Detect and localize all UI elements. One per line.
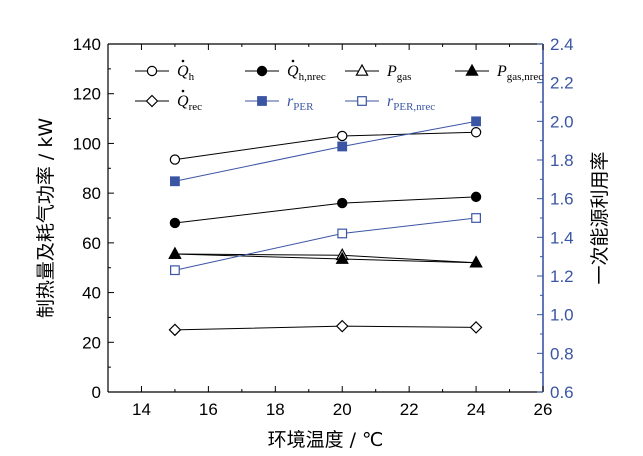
series-2 [168, 246, 483, 268]
data-point [335, 251, 349, 264]
y-axis-right-title: 一次能源利用率 [589, 151, 611, 284]
data-point [169, 217, 181, 229]
data-point [337, 130, 348, 142]
legend-marker [465, 63, 479, 76]
legend-label: Qh [177, 63, 195, 83]
data-point [170, 176, 180, 187]
y-right-tick-label: 2.4 [550, 35, 574, 54]
y-right-tick-label: 1.6 [550, 190, 574, 209]
legend-marker [256, 65, 268, 77]
y-axis-left-title: 制热量及耗气功率 / kW [35, 118, 57, 318]
x-tick-label: 14 [132, 400, 151, 419]
y-left-tick-label: 80 [82, 184, 101, 203]
y-right-tick-label: 1.8 [550, 151, 574, 170]
y-left-tick-label: 100 [73, 134, 101, 153]
y-left-tick-label: 120 [73, 85, 101, 104]
y-left-tick-label: 40 [82, 284, 101, 303]
y-right-tick-label: 1.0 [550, 306, 574, 325]
legend-marker [357, 96, 367, 106]
legend-label: Pgas [386, 63, 411, 83]
legend-entry-1: Qh,nrec [245, 59, 326, 83]
data-point [337, 141, 348, 152]
legend-marker [355, 63, 369, 76]
legend-marker [146, 65, 158, 77]
y-right-tick-label: 1.2 [550, 267, 574, 286]
series-layer [168, 116, 483, 337]
data-point [469, 321, 483, 334]
data-point [335, 319, 349, 333]
series-4 [168, 319, 483, 337]
series-line [174, 196, 477, 224]
data-point [169, 154, 181, 165]
data-point [470, 127, 482, 138]
legend-label: Pgas,nrec [496, 63, 543, 83]
legend-entry-4: Qrec [135, 89, 202, 113]
y-right-tick-label: 0.6 [550, 383, 574, 402]
legend-marker [257, 96, 267, 106]
data-point [471, 213, 481, 223]
legend: Qh Qh,nrec Pgas Pgas,nrec Qrec rPER rPER,nrec [135, 59, 543, 113]
data-point [471, 116, 481, 127]
y-left-tick-label: 140 [73, 35, 101, 54]
legend-entry-3: Pgas,nrec [455, 63, 543, 83]
legend-entry-6: rPER,nrec [345, 93, 435, 113]
x-tick-label: 18 [266, 400, 285, 419]
data-point [168, 246, 182, 259]
legend-label: Qh,nrec [287, 63, 326, 83]
series-line [174, 120, 477, 182]
data-point [470, 191, 482, 203]
y-left-tick-label: 0 [92, 383, 101, 402]
y-left-tick-label: 60 [82, 234, 101, 253]
y-right-tick-label: 2.0 [550, 112, 574, 131]
x-tick-label: 26 [534, 400, 553, 419]
series-line [174, 131, 477, 161]
data-point [337, 197, 348, 209]
axes-layer: 14 16 18 20 22 24 26 0 20 40 60 80 100 120 140 0.6 0.8 1.… [73, 35, 574, 419]
y-right-tick-label: 1.4 [550, 228, 574, 247]
series-3 [168, 246, 483, 268]
x-tick-label: 16 [199, 400, 218, 419]
data-point [168, 323, 182, 337]
legend-label: rPER,nrec [387, 93, 435, 113]
y-right-tick-label: 0.8 [550, 344, 574, 363]
y-left-tick-label: 20 [82, 333, 101, 352]
y-right-tick-label: 2.2 [550, 74, 574, 93]
legend-dot-accent [291, 59, 295, 63]
legend-entry-0: Qh [135, 59, 195, 83]
x-tick-label: 20 [333, 400, 352, 419]
x-tick-label: 22 [400, 400, 419, 419]
legend-label: rPER [287, 93, 314, 113]
legend-marker [145, 94, 159, 108]
legend-dot-accent [181, 89, 185, 93]
legend-label: Qrec [177, 93, 202, 113]
legend-entry-2: Pgas [345, 63, 411, 83]
x-tick-label: 24 [467, 400, 486, 419]
data-point [469, 255, 483, 268]
legend-dot-accent [181, 59, 185, 63]
legend-entry-5: rPER [245, 93, 314, 113]
data-point [337, 228, 348, 239]
data-point [170, 265, 180, 276]
series-line [174, 217, 477, 271]
series-6 [170, 213, 481, 276]
series-1 [169, 191, 482, 229]
series-0 [169, 127, 482, 165]
series-5 [170, 116, 481, 187]
x-axis-title: 环境温度 / ℃ [268, 429, 384, 451]
series-line [174, 325, 477, 331]
